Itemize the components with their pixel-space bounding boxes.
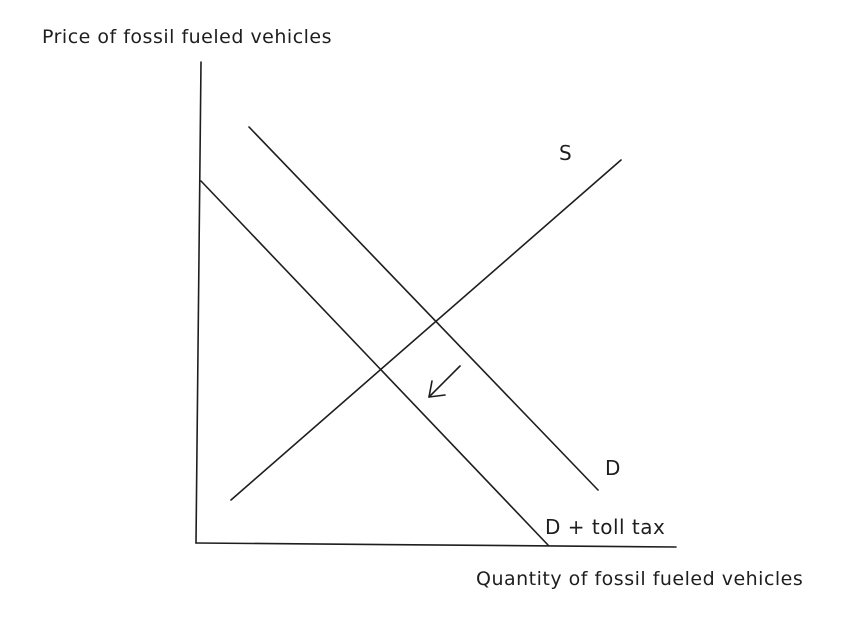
demand-tax-curve [200,180,549,546]
x-axis [195,542,677,548]
y-axis-title: Price of fossil fueled vehicles [42,26,333,48]
demand-curve [248,126,599,491]
supply-label: S [559,141,573,165]
supply-curve [230,159,622,501]
x-axis-title: Quantity of fossil fueled vehicles [476,568,804,590]
y-axis [195,61,202,544]
shift-arrow-head [428,380,446,398]
shift-arrow-shaft [428,365,461,398]
demand-tax-label: D + toll tax [545,515,666,539]
arrow-down-left-icon [428,365,461,398]
demand-label: D [605,456,621,480]
